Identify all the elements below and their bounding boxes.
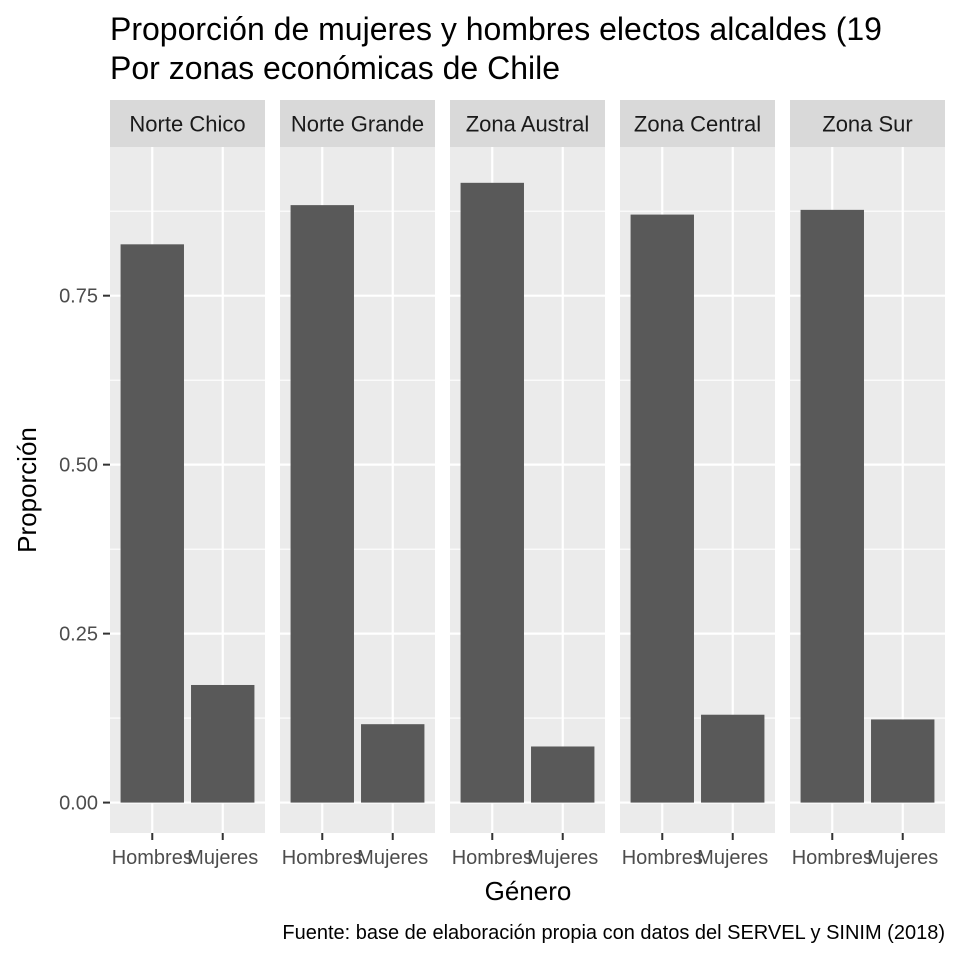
chart-caption: Fuente: base de elaboración propia con d… [282, 922, 945, 944]
x-axis-title: Género [485, 876, 572, 906]
y-axis: 0.00 0.25 0.50 0.75 [59, 286, 110, 815]
facet-strip-label: Norte Chico [129, 112, 245, 137]
bar-hombres [800, 209, 864, 803]
y-tick-label: 0.50 [59, 455, 98, 477]
x-tick-label: Mujeres [867, 847, 938, 869]
facet-strip-label: Zona Austral [466, 112, 590, 137]
x-tick-label: Mujeres [697, 847, 768, 869]
chart-title-line2: Por zonas económicas de Chile [110, 50, 560, 86]
bar-mujeres [361, 724, 425, 803]
x-tick-label: Hombres [792, 847, 873, 869]
y-axis-title: Proporción [12, 427, 42, 553]
y-tick-label: 0.25 [59, 624, 98, 646]
x-tick-label: Hombres [282, 847, 363, 869]
facet-strip [620, 100, 775, 147]
chart-title-line1: Proporción de mujeres y hombres electos … [110, 11, 882, 47]
facet-strip-label: Zona Sur [822, 112, 913, 137]
facet-strip [450, 100, 605, 147]
x-tick-label: Mujeres [527, 847, 598, 869]
bar-hombres [460, 182, 524, 803]
bar-mujeres [191, 684, 255, 803]
facet-strip-label: Zona Central [634, 112, 761, 137]
x-tick-label: Mujeres [187, 847, 258, 869]
x-tick-label: Mujeres [357, 847, 428, 869]
x-tick-label: Hombres [622, 847, 703, 869]
facet-strip [110, 100, 265, 147]
bar-mujeres [531, 746, 595, 803]
facet-strip-label: Norte Grande [291, 112, 424, 137]
y-tick-label: 0.00 [59, 793, 98, 815]
y-tick-label: 0.75 [59, 286, 98, 308]
bar-hombres [630, 214, 694, 803]
x-tick-label: Hombres [452, 847, 533, 869]
facet-strip [280, 100, 435, 147]
x-tick-label: Hombres [112, 847, 193, 869]
bar-mujeres [871, 719, 935, 803]
bar-hombres [120, 244, 184, 803]
bar-mujeres [701, 714, 765, 803]
facet-strip [790, 100, 945, 147]
bar-hombres [290, 205, 354, 803]
